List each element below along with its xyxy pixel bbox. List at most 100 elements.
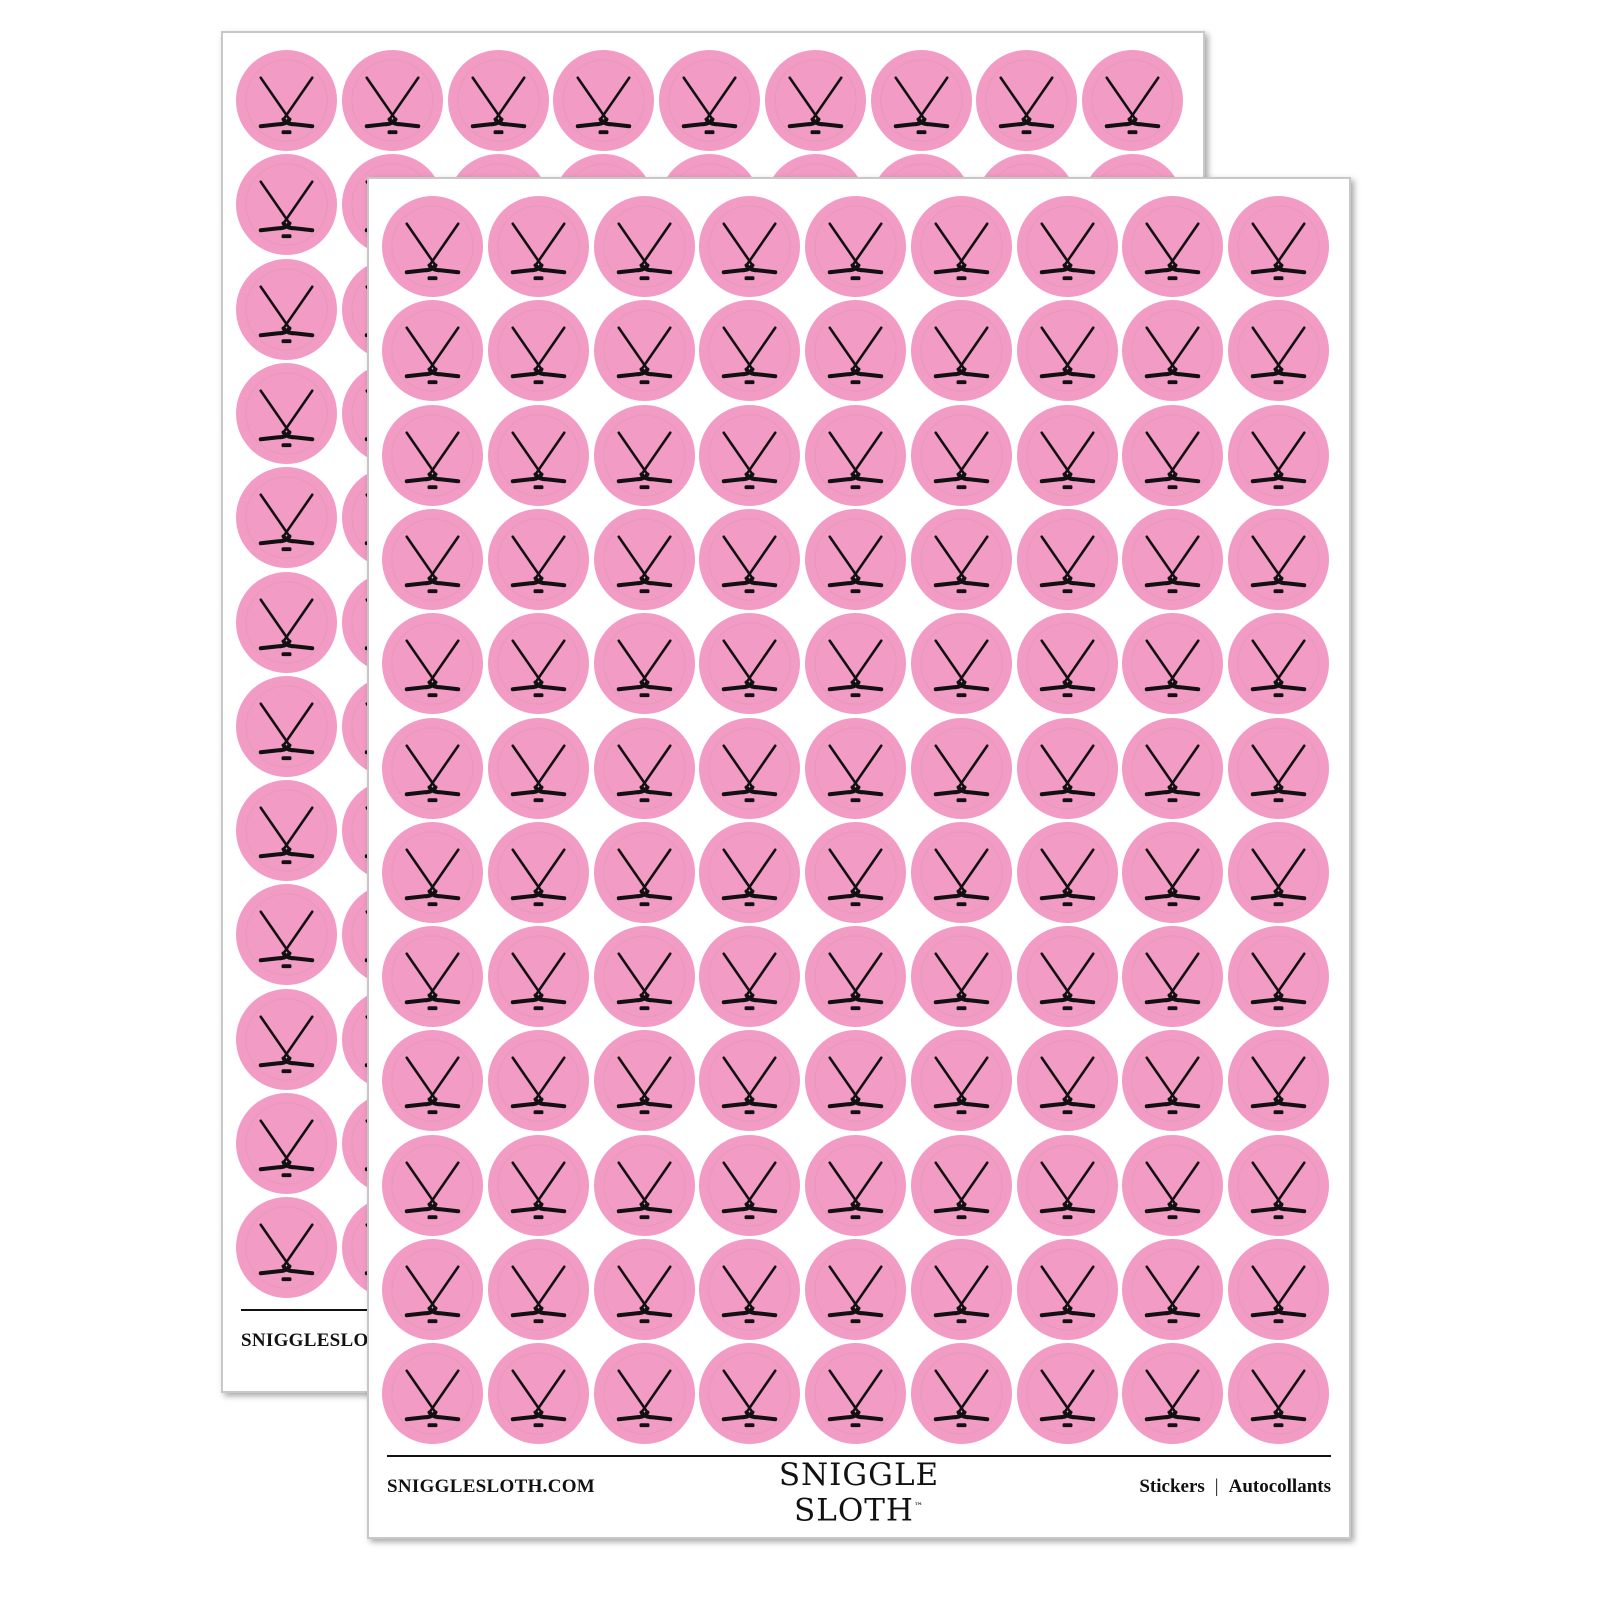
sticker	[910, 717, 1013, 820]
crossed-hockey-sticks-puck-icon	[1016, 717, 1118, 819]
crossed-hockey-sticks-puck-icon	[235, 49, 338, 152]
crossed-hockey-sticks-puck-icon	[235, 258, 338, 360]
sticker	[381, 717, 484, 820]
sticker	[487, 195, 590, 298]
sticker	[1227, 925, 1330, 1028]
sticker	[1227, 195, 1330, 298]
crossed-hockey-sticks-puck-icon	[593, 926, 695, 1028]
sticker	[1121, 1238, 1224, 1341]
sticker	[235, 466, 338, 569]
sticker	[804, 1238, 907, 1341]
sticker	[804, 299, 907, 402]
sticker	[487, 612, 590, 715]
crossed-hockey-sticks-puck-icon	[487, 1134, 589, 1236]
sticker	[698, 404, 801, 507]
sticker	[487, 404, 590, 507]
crossed-hockey-sticks-puck-icon	[593, 1030, 695, 1132]
crossed-hockey-sticks-puck-icon	[487, 1030, 589, 1132]
crossed-hockey-sticks-puck-icon	[1227, 926, 1330, 1028]
sticker	[910, 1134, 1013, 1237]
sticker	[381, 195, 484, 298]
crossed-hockey-sticks-puck-icon	[235, 675, 338, 777]
crossed-hockey-sticks-puck-icon	[699, 195, 801, 298]
sticker	[698, 508, 801, 611]
sticker	[235, 883, 338, 986]
crossed-hockey-sticks-puck-icon	[487, 195, 589, 298]
sticker	[910, 1238, 1013, 1341]
sticker	[1121, 508, 1224, 611]
crossed-hockey-sticks-puck-icon	[699, 1343, 801, 1445]
crossed-hockey-sticks-puck-icon	[235, 780, 338, 882]
crossed-hockey-sticks-puck-icon	[1122, 717, 1224, 819]
sticker	[593, 1238, 696, 1341]
crossed-hockey-sticks-puck-icon	[910, 926, 1012, 1028]
crossed-hockey-sticks-puck-icon	[487, 508, 589, 610]
sticker	[1016, 195, 1119, 298]
crossed-hockey-sticks-puck-icon	[910, 195, 1012, 298]
sticker	[698, 1342, 801, 1445]
crossed-hockey-sticks-puck-icon	[593, 1238, 695, 1341]
sticker	[487, 717, 590, 820]
crossed-hockey-sticks-puck-icon	[553, 49, 655, 152]
crossed-hockey-sticks-puck-icon	[1122, 821, 1224, 923]
sticker	[487, 1029, 590, 1132]
crossed-hockey-sticks-puck-icon	[910, 1343, 1012, 1445]
crossed-hockey-sticks-puck-icon	[593, 613, 695, 715]
sticker	[593, 1029, 696, 1132]
sticker	[1121, 821, 1224, 924]
sticker	[235, 675, 338, 778]
crossed-hockey-sticks-puck-icon	[804, 1030, 907, 1132]
crossed-hockey-sticks-puck-icon	[381, 508, 484, 610]
crossed-hockey-sticks-puck-icon	[658, 49, 761, 152]
sticker	[698, 1134, 801, 1237]
crossed-hockey-sticks-puck-icon	[487, 1343, 589, 1445]
product-tags: Stickers | Autocollants	[1139, 1476, 1331, 1498]
sticker	[1121, 717, 1224, 820]
sticker	[593, 404, 696, 507]
sticker	[381, 1238, 484, 1341]
sticker	[698, 612, 801, 715]
sticker	[235, 988, 338, 1091]
crossed-hockey-sticks-puck-icon	[1227, 404, 1330, 506]
sticker	[1121, 1134, 1224, 1237]
sticker	[341, 49, 444, 152]
sticker	[910, 299, 1013, 402]
crossed-hockey-sticks-puck-icon	[1122, 1030, 1224, 1132]
crossed-hockey-sticks-puck-icon	[341, 49, 443, 152]
crossed-hockey-sticks-puck-icon	[1227, 717, 1330, 819]
crossed-hockey-sticks-puck-icon	[381, 821, 484, 923]
crossed-hockey-sticks-puck-icon	[1016, 926, 1118, 1028]
crossed-hockey-sticks-puck-icon	[593, 821, 695, 923]
crossed-hockey-sticks-puck-icon	[381, 926, 484, 1028]
sticker	[764, 49, 867, 152]
sticker	[235, 779, 338, 882]
crossed-hockey-sticks-puck-icon	[1016, 195, 1118, 298]
sticker	[1016, 299, 1119, 402]
sticker	[698, 717, 801, 820]
sticker	[593, 717, 696, 820]
sticker	[1121, 925, 1224, 1028]
sticker	[1121, 1342, 1224, 1445]
crossed-hockey-sticks-puck-icon	[1016, 821, 1118, 923]
crossed-hockey-sticks-puck-icon	[1227, 1238, 1330, 1341]
sticker	[804, 1029, 907, 1132]
sticker	[1227, 1238, 1330, 1341]
sticker	[1121, 612, 1224, 715]
sticker	[381, 1029, 484, 1132]
crossed-hockey-sticks-puck-icon	[1016, 1343, 1118, 1445]
sticker	[910, 925, 1013, 1028]
crossed-hockey-sticks-puck-icon	[381, 1030, 484, 1132]
crossed-hockey-sticks-puck-icon	[1016, 1030, 1118, 1132]
crossed-hockey-sticks-puck-icon	[804, 1343, 907, 1445]
sticker	[593, 612, 696, 715]
sticker	[1016, 1134, 1119, 1237]
crossed-hockey-sticks-puck-icon	[1122, 404, 1224, 506]
website-url: SNIGGLESLOTH.COM	[387, 1476, 596, 1497]
crossed-hockey-sticks-puck-icon	[487, 926, 589, 1028]
crossed-hockey-sticks-puck-icon	[593, 195, 695, 298]
crossed-hockey-sticks-puck-icon	[1227, 195, 1330, 298]
sticker	[910, 1342, 1013, 1445]
sticker	[910, 508, 1013, 611]
crossed-hockey-sticks-puck-icon	[804, 821, 907, 923]
sticker	[593, 1134, 696, 1237]
